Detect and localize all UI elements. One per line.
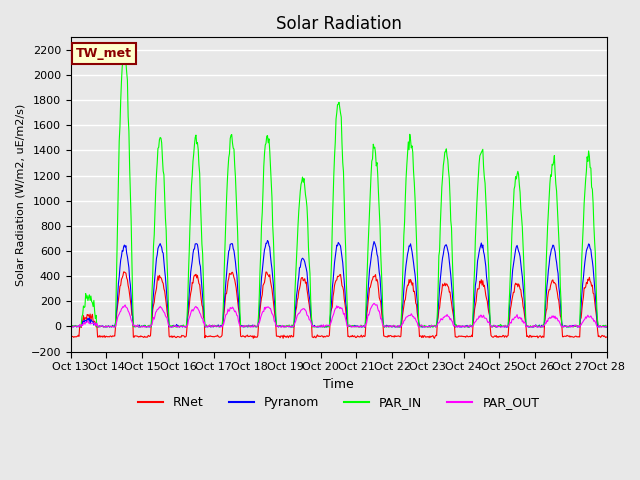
Pyranom [132,324,140,329]
RNet [132,333,140,339]
PAR_OUT [77,324,85,329]
Y-axis label: Solar Radiation (W/m2, uE/m2/s): Solar Radiation (W/m2, uE/m2/s) [15,103,25,286]
RNet [215,334,223,340]
RNet [431,336,438,341]
PAR_OUT [67,324,75,329]
PAR_IN [77,322,85,327]
RNet [77,323,84,328]
PAR_OUT [215,324,223,329]
Line: Pyranom: Pyranom [71,240,607,327]
RNet [120,269,127,275]
PAR_OUT [603,324,611,329]
Line: PAR_OUT: PAR_OUT [71,303,607,327]
Pyranom [264,238,271,243]
RNet [67,334,75,339]
X-axis label: Time: Time [323,377,354,391]
Title: Solar Radiation: Solar Radiation [276,15,401,33]
RNet [420,333,428,339]
Line: PAR_IN: PAR_IN [71,49,607,327]
Pyranom [77,323,85,329]
Pyranom [67,324,75,329]
PAR_OUT [421,324,429,330]
Legend: RNet, Pyranom, PAR_IN, PAR_OUT: RNet, Pyranom, PAR_IN, PAR_OUT [133,391,545,414]
RNet [603,334,611,340]
Line: RNet: RNet [71,272,607,338]
Pyranom [215,324,223,329]
Pyranom [405,243,413,249]
Pyranom [421,324,429,330]
RNet [187,290,195,296]
Pyranom [187,269,195,275]
PAR_IN [133,324,141,330]
PAR_IN [67,323,75,329]
PAR_IN [120,46,127,52]
PAR_OUT [370,300,378,306]
Text: TW_met: TW_met [76,47,132,60]
PAR_IN [603,324,611,330]
PAR_IN [216,324,223,330]
Pyranom [68,324,76,330]
PAR_IN [77,324,84,330]
PAR_IN [188,182,195,188]
PAR_OUT [405,312,413,318]
Pyranom [603,324,611,330]
PAR_IN [421,323,429,328]
RNet [404,282,412,288]
PAR_OUT [68,324,76,330]
PAR_OUT [187,310,195,316]
PAR_OUT [132,323,140,329]
PAR_IN [405,147,413,153]
